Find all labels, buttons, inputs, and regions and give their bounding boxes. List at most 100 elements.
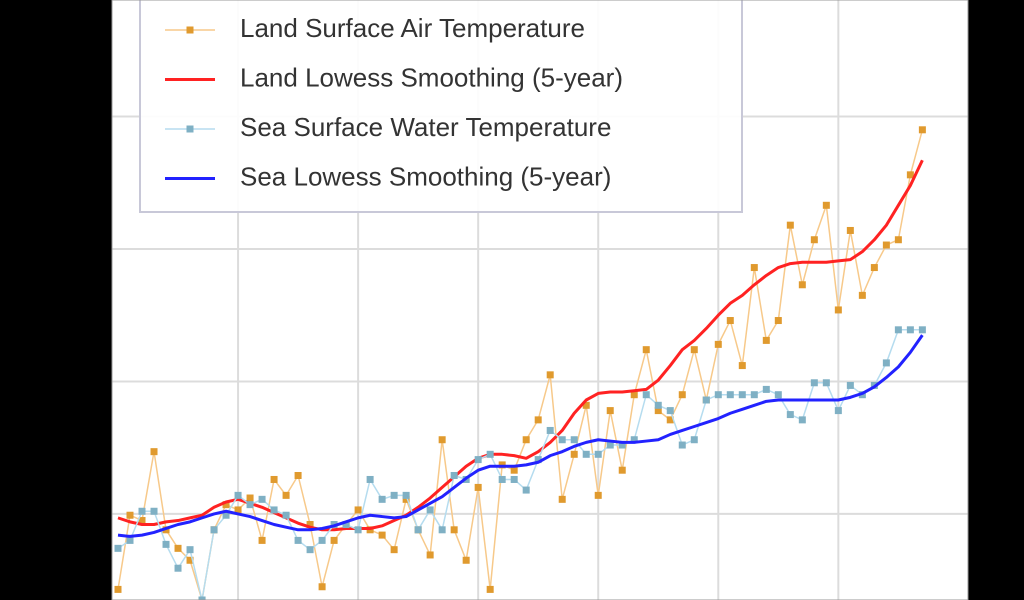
data-point (918, 126, 926, 134)
data-point (402, 491, 410, 499)
data-point (150, 507, 158, 515)
data-point (198, 596, 206, 600)
data-point (390, 546, 398, 554)
data-point (474, 483, 482, 491)
legend-label: Sea Lowess Smoothing (5-year) (240, 161, 611, 191)
data-point (378, 531, 386, 539)
data-point (558, 436, 566, 444)
data-point (618, 466, 626, 474)
data-point (846, 381, 854, 389)
data-point (438, 526, 446, 534)
data-point (318, 536, 326, 544)
data-point (318, 583, 326, 591)
data-point (918, 326, 926, 334)
data-point (678, 391, 686, 399)
data-point (270, 475, 278, 483)
plot-frame (111, 0, 969, 600)
data-point (570, 436, 578, 444)
data-point (546, 371, 554, 379)
series-layer (114, 126, 926, 600)
data-point (750, 391, 758, 399)
data-point (618, 441, 626, 449)
data-point (378, 495, 386, 503)
data-point (738, 362, 746, 370)
data-point (138, 507, 146, 515)
data-point (750, 264, 758, 272)
data-point (366, 475, 374, 483)
data-point (186, 546, 194, 554)
data-point (666, 416, 674, 424)
data-point (486, 450, 494, 458)
data-point (822, 201, 830, 209)
data-point (606, 441, 614, 449)
data-point (114, 544, 122, 552)
data-point (162, 540, 170, 548)
data-point (486, 585, 494, 593)
data-point (822, 379, 830, 387)
data-point (354, 506, 362, 514)
data-point (402, 495, 410, 503)
data-point (510, 475, 518, 483)
data-point (810, 379, 818, 387)
data-point (654, 401, 662, 409)
data-point (474, 456, 482, 464)
data-point (186, 556, 194, 564)
data-point (594, 450, 602, 458)
data-point (714, 391, 722, 399)
data-point (846, 226, 854, 234)
data-point (294, 536, 302, 544)
data-point (114, 585, 122, 593)
data-point (534, 416, 542, 424)
data-point (450, 526, 458, 534)
data-point (690, 436, 698, 444)
data-point (222, 501, 230, 509)
data-point (774, 391, 782, 399)
data-point (126, 511, 134, 519)
data-point (882, 241, 890, 249)
data-point (738, 391, 746, 399)
data-point (150, 448, 158, 456)
data-point (282, 491, 290, 499)
data-point (894, 236, 902, 244)
data-point (306, 521, 314, 529)
data-point (726, 317, 734, 325)
data-point (258, 495, 266, 503)
data-point (570, 450, 578, 458)
data-point (834, 306, 842, 314)
data-point (714, 340, 722, 348)
legend-box (139, 0, 743, 213)
legend: Land Surface Air Temperature Land Lowess … (139, 0, 743, 213)
data-point (438, 436, 446, 444)
data-point (726, 391, 734, 399)
data-point (798, 281, 806, 289)
data-point (702, 396, 710, 404)
data-point (786, 221, 794, 229)
data-point (894, 326, 902, 334)
data-point (522, 486, 530, 494)
data-point (246, 494, 254, 502)
series-line (117, 334, 924, 538)
data-point (834, 407, 842, 415)
legend-marker (186, 125, 194, 133)
data-point (798, 416, 806, 424)
data-point (414, 526, 422, 534)
data-point (786, 411, 794, 419)
data-point (522, 436, 530, 444)
data-point (654, 407, 662, 415)
data-point (546, 426, 554, 434)
legend-marker (186, 26, 194, 34)
data-point (174, 564, 182, 572)
data-point (390, 491, 398, 499)
data-point (870, 264, 878, 272)
data-point (342, 521, 350, 529)
data-point (690, 346, 698, 354)
data-point (534, 456, 542, 464)
data-point (282, 511, 290, 519)
data-point (138, 517, 146, 525)
data-point (270, 506, 278, 514)
legend-label: Land Lowess Smoothing (5-year) (240, 62, 623, 92)
data-point (306, 546, 314, 554)
data-point (882, 359, 890, 367)
data-point (630, 436, 638, 444)
data-point (426, 551, 434, 559)
